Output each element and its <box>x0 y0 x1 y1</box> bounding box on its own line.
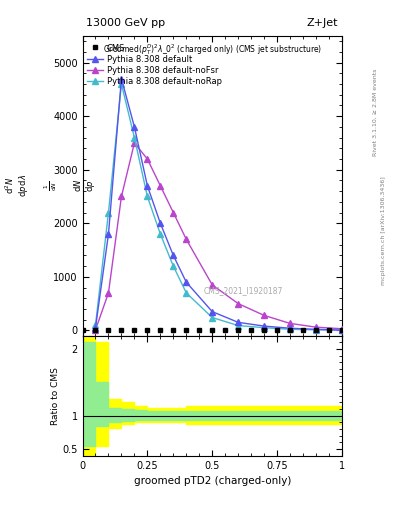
Pythia 8.308 default-noRap <box>210 314 215 321</box>
Pythia 8.308 default-noFsr <box>184 236 189 242</box>
CMS <box>119 327 124 333</box>
CMS <box>288 327 292 333</box>
CMS <box>184 327 189 333</box>
Pythia 8.308 default <box>288 325 292 331</box>
Pythia 8.308 default-noFsr <box>262 312 266 318</box>
Text: Z+Jet: Z+Jet <box>307 18 338 28</box>
Pythia 8.308 default-noRap <box>119 81 124 87</box>
CMS <box>236 327 241 333</box>
Pythia 8.308 default-noRap <box>288 326 292 332</box>
CMS <box>80 327 85 333</box>
Pythia 8.308 default-noRap <box>340 327 344 333</box>
Pythia 8.308 default <box>106 231 111 237</box>
CMS <box>93 327 98 333</box>
Pythia 8.308 default-noRap <box>158 231 163 237</box>
CMS <box>327 327 331 333</box>
Pythia 8.308 default-noFsr <box>314 324 318 330</box>
CMS <box>340 327 344 333</box>
CMS <box>158 327 163 333</box>
Pythia 8.308 default-noFsr <box>171 209 176 216</box>
Pythia 8.308 default-noFsr <box>236 301 241 307</box>
Pythia 8.308 default <box>132 124 137 130</box>
Pythia 8.308 default <box>145 183 150 189</box>
CMS <box>249 327 253 333</box>
Pythia 8.308 default-noRap <box>236 323 241 329</box>
CMS <box>132 327 137 333</box>
X-axis label: groomed pTD2 (charged-only): groomed pTD2 (charged-only) <box>134 476 291 486</box>
Y-axis label: $\mathrm{d}^2N$
$\mathrm{d}p\,\mathrm{d}\lambda$

$\frac{1}{\mathrm{d}N}$

$\mat: $\mathrm{d}^2N$ $\mathrm{d}p\,\mathrm{d}… <box>3 174 97 198</box>
Pythia 8.308 default-noRap <box>171 263 176 269</box>
CMS <box>275 327 279 333</box>
CMS <box>223 327 228 333</box>
Y-axis label: Ratio to CMS: Ratio to CMS <box>51 367 59 424</box>
Pythia 8.308 default-noRap <box>262 325 266 331</box>
Pythia 8.308 default-noFsr <box>288 321 292 327</box>
Text: 13000 GeV pp: 13000 GeV pp <box>86 18 165 28</box>
Line: Pythia 8.308 default-noFsr: Pythia 8.308 default-noFsr <box>93 140 345 333</box>
Pythia 8.308 default-noFsr <box>340 326 344 332</box>
Pythia 8.308 default-noFsr <box>119 194 124 200</box>
Pythia 8.308 default-noFsr <box>158 183 163 189</box>
CMS <box>106 327 111 333</box>
Legend: CMS, Pythia 8.308 default, Pythia 8.308 default-noFsr, Pythia 8.308 default-noRa: CMS, Pythia 8.308 default, Pythia 8.308 … <box>85 42 224 88</box>
Pythia 8.308 default <box>158 220 163 226</box>
Pythia 8.308 default-noFsr <box>145 156 150 162</box>
Pythia 8.308 default <box>210 309 215 315</box>
Pythia 8.308 default-noRap <box>93 322 98 328</box>
Pythia 8.308 default <box>93 325 98 331</box>
Text: Groomed$(p_T^D)^2\lambda\_0^2$ (charged only) (CMS jet substructure): Groomed$(p_T^D)^2\lambda\_0^2$ (charged … <box>103 42 322 57</box>
Line: Pythia 8.308 default: Pythia 8.308 default <box>93 76 345 333</box>
CMS <box>262 327 266 333</box>
Pythia 8.308 default <box>171 252 176 259</box>
Line: Pythia 8.308 default-noRap: Pythia 8.308 default-noRap <box>93 81 345 333</box>
Pythia 8.308 default <box>340 327 344 333</box>
CMS <box>210 327 215 333</box>
Pythia 8.308 default-noRap <box>314 327 318 333</box>
Pythia 8.308 default-noFsr <box>132 140 137 146</box>
CMS <box>301 327 305 333</box>
Pythia 8.308 default <box>262 323 266 329</box>
Text: mcplots.cern.ch [arXiv:1306.3436]: mcplots.cern.ch [arXiv:1306.3436] <box>381 176 386 285</box>
Pythia 8.308 default-noFsr <box>93 327 98 333</box>
Pythia 8.308 default <box>119 76 124 82</box>
Text: Rivet 3.1.10, ≥ 2.8M events: Rivet 3.1.10, ≥ 2.8M events <box>373 69 378 156</box>
Text: CMS_2021_I1920187: CMS_2021_I1920187 <box>204 286 283 295</box>
Pythia 8.308 default <box>236 319 241 326</box>
Pythia 8.308 default-noRap <box>106 209 111 216</box>
Pythia 8.308 default-noFsr <box>106 290 111 296</box>
Pythia 8.308 default <box>184 279 189 285</box>
CMS <box>197 327 202 333</box>
CMS <box>314 327 318 333</box>
Pythia 8.308 default-noRap <box>184 290 189 296</box>
CMS <box>145 327 150 333</box>
Pythia 8.308 default <box>314 326 318 332</box>
Pythia 8.308 default-noRap <box>145 194 150 200</box>
Pythia 8.308 default-noFsr <box>210 282 215 288</box>
Line: CMS: CMS <box>81 328 344 332</box>
Pythia 8.308 default-noRap <box>132 135 137 141</box>
CMS <box>171 327 176 333</box>
